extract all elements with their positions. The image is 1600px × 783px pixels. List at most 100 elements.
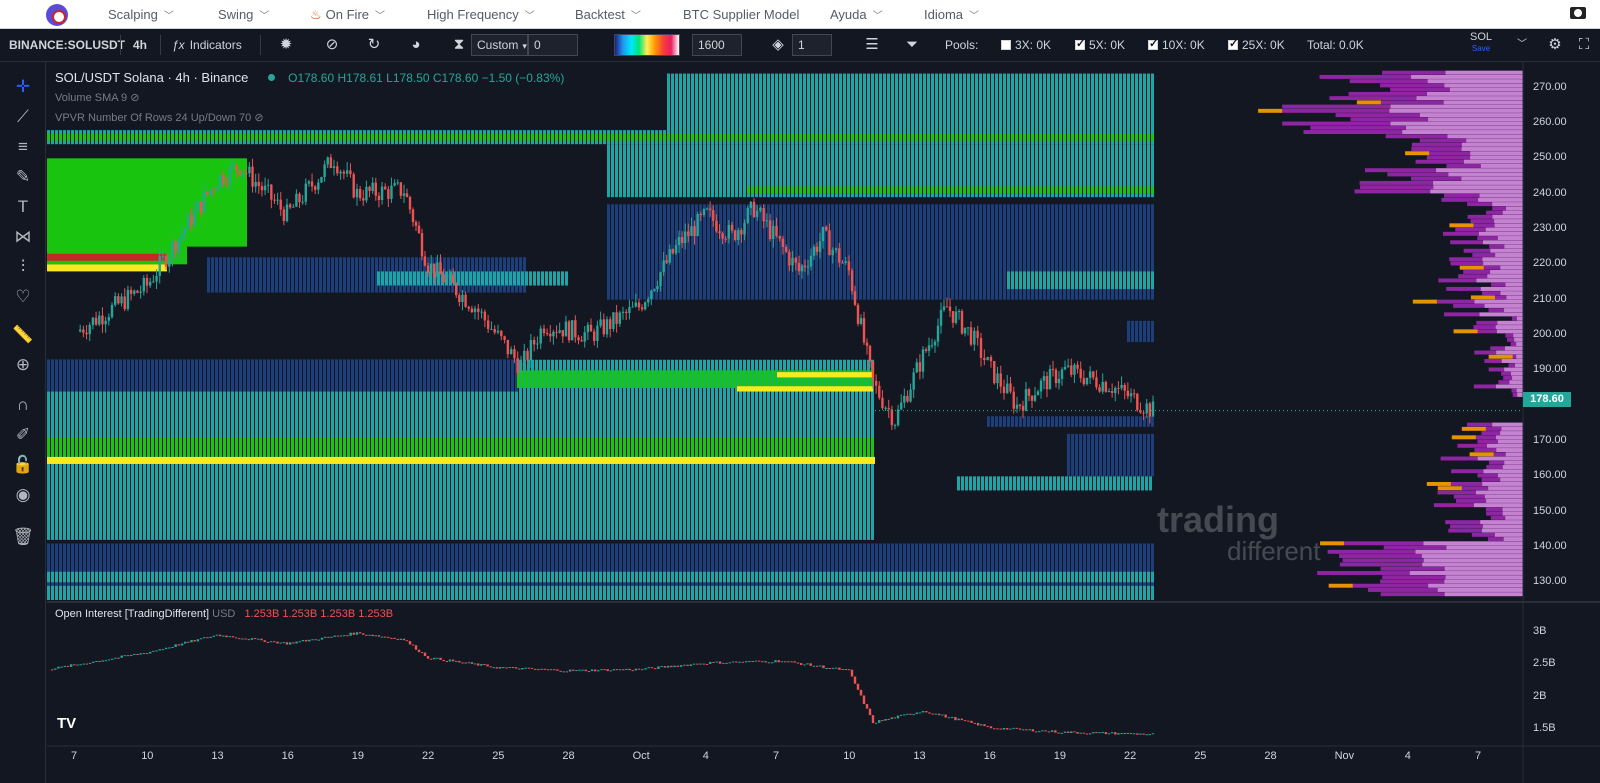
heatmap-cell [131, 264, 135, 272]
heatmap-cell [155, 456, 159, 464]
chart-area[interactable]: SOL/USDT Solana · 4h · Binance O178.60 H… [47, 62, 1600, 783]
eye-off-icon[interactable]: ⊘ [325, 36, 339, 53]
lock-icon[interactable]: 🔓 [12, 455, 34, 474]
heart-icon[interactable]: ♡ [15, 287, 31, 306]
nav-item-ayuda[interactable]: Ayuda ﹀ [830, 7, 883, 22]
heatmap-cell [1051, 204, 1054, 300]
eye-icon[interactable]: ◉ [15, 485, 31, 504]
heatmap-cell [779, 204, 782, 300]
chevron-down-icon[interactable]: ﹀ [1517, 39, 1527, 50]
forecast-icon[interactable]: ⫶ [20, 257, 26, 276]
gear-icon[interactable]: ⚙ [1548, 36, 1562, 53]
volume-legend[interactable]: Volume SMA 9 ⊘ [55, 91, 139, 104]
profile-bar-light [1444, 83, 1523, 88]
candle [467, 305, 470, 312]
nav-item-swing[interactable]: Swing ﹀ [218, 7, 269, 22]
zoom-in-icon[interactable]: ⊕ [15, 355, 31, 374]
heatmap-cell [555, 133, 558, 141]
heatmap-cell [603, 571, 606, 583]
nav-item-scalping[interactable]: Scalping ﹀ [108, 7, 174, 22]
palette-icon[interactable]: ◕ [411, 36, 421, 53]
heatmap-cell [47, 133, 50, 141]
oi-bar [741, 661, 745, 663]
candle [571, 320, 574, 341]
candle-body [762, 207, 765, 222]
gradient-picker[interactable] [614, 34, 680, 56]
chart-canvas[interactable] [47, 62, 1600, 783]
interval-selector[interactable]: 4h [133, 38, 148, 52]
pool-5x-checkbox[interactable]: 5X: 0K [1075, 37, 1125, 52]
fullscreen-icon[interactable]: ⛶ [1578, 36, 1590, 53]
hourglass-icon[interactable]: ⧗ [453, 36, 465, 53]
filter-icon[interactable]: ⏷ [905, 36, 918, 53]
heatmap-cell [631, 585, 634, 600]
heatmap-cell [403, 456, 407, 464]
save-layout-button[interactable]: SOL Save [1470, 32, 1492, 54]
candle [1036, 389, 1040, 396]
heatmap-cell [495, 257, 498, 293]
candle [680, 231, 684, 249]
oi-bar [142, 653, 146, 655]
nav-item-btc-supplier-model[interactable]: BTC Supplier Model [683, 7, 799, 22]
oi-bar [417, 649, 421, 653]
custom-select[interactable]: Custom ▾ [471, 34, 528, 56]
pool-3x-checkbox[interactable]: 3X: 0K [1001, 38, 1051, 52]
profile-bar-light [1448, 172, 1523, 177]
brand-logo-icon[interactable] [46, 4, 68, 26]
heatmap-cell [707, 456, 711, 464]
heatmap-cell [495, 456, 499, 464]
custom-value-input[interactable]: 0 [528, 34, 578, 56]
pool-25x-checkbox[interactable]: 25X: 0K [1228, 37, 1285, 52]
layers-icon[interactable]: ◈ [772, 36, 784, 53]
symbol-search[interactable]: BINANCE:SOLUSDT [9, 38, 125, 52]
candle [800, 263, 804, 279]
heatmap-cell [783, 585, 786, 600]
settings-gear-icon[interactable]: ✹ [279, 36, 293, 53]
horizontal-lines-icon[interactable]: ≡ [18, 137, 28, 156]
ruler-icon[interactable]: 📏 [12, 325, 34, 344]
trash-icon[interactable]: 🗑 [12, 527, 34, 546]
candle [715, 214, 718, 233]
brush-icon[interactable]: ✎ [15, 167, 31, 186]
heatmap-cell [143, 133, 146, 141]
heatmap-cell [667, 543, 670, 590]
refresh-icon[interactable]: ↻ [367, 36, 381, 53]
candle-body [586, 324, 590, 333]
heatmap-cell [143, 437, 146, 463]
rows-input[interactable]: 1600 [692, 34, 742, 56]
nav-item-high-frequency[interactable]: High Frequency ﹀ [427, 7, 535, 22]
camera-icon[interactable] [1570, 7, 1586, 19]
candle [1120, 376, 1123, 391]
heatmap-cell [211, 437, 214, 463]
indicators-button[interactable]: ƒx Indicators [172, 38, 242, 52]
lock-drawing-icon[interactable]: ✐ [15, 425, 31, 444]
pool-10x-checkbox[interactable]: 10X: 0K [1148, 37, 1205, 52]
price-tick-label: 210.00 [1533, 292, 1567, 305]
pattern-icon[interactable]: ⋈ [14, 227, 32, 246]
vpvr-legend[interactable]: VPVR Number Of Rows 24 Up/Down 70 ⊘ [55, 111, 264, 124]
heatmap-cell [167, 359, 170, 392]
heatmap-cell [1027, 416, 1030, 427]
heatmap-cell [483, 133, 486, 141]
nav-item-idioma[interactable]: Idioma ﹀ [924, 7, 979, 22]
heatmap-cell [1047, 186, 1050, 194]
crosshair-icon[interactable]: ✛ [15, 77, 31, 96]
eye-off-icon[interactable]: ⊘ [130, 92, 140, 104]
heatmap-cell [587, 456, 591, 464]
heatmap-cell [139, 221, 143, 265]
nav-item-backtest[interactable]: Backtest ﹀ [575, 7, 641, 22]
candle [699, 211, 702, 221]
layers-input[interactable]: 1 [792, 34, 832, 56]
heatmap-cell [399, 585, 402, 600]
magnet-icon[interactable]: ∩ [16, 395, 30, 414]
heatmap-cell [459, 257, 462, 293]
eye-off-icon[interactable]: ⊘ [254, 112, 264, 124]
trend-line-icon[interactable]: ⟋ [17, 107, 29, 126]
candle [577, 335, 580, 345]
heatmap-cell [603, 133, 606, 141]
nav-item-on-fire[interactable]: ♨ On Fire ﹀ [310, 7, 385, 23]
heatmap-cell [111, 133, 114, 141]
text-icon[interactable]: T [17, 197, 29, 216]
align-lines-icon[interactable]: ☰ [865, 36, 879, 53]
heatmap-cell [459, 585, 462, 600]
